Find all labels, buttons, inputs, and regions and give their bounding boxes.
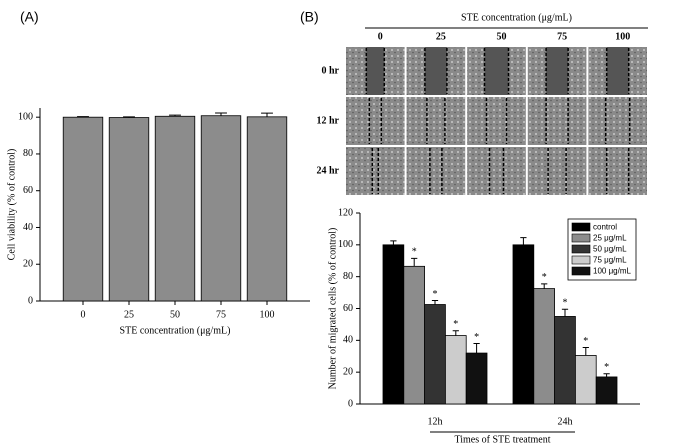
y-tick-label: 120 <box>338 207 353 218</box>
column-label: 0 <box>378 31 383 42</box>
legend-label: 75 μg/mL <box>593 256 627 265</box>
column-label: 50 <box>497 31 507 42</box>
y-tick-label: 100 <box>18 111 33 122</box>
panel-label: (B) <box>300 9 319 25</box>
error-bar <box>123 116 135 118</box>
y-tick-label: 40 <box>23 222 33 233</box>
legend-label: 100 μg/mL <box>593 267 632 276</box>
row-label: 12 hr <box>317 115 340 126</box>
wound-gap <box>484 47 509 95</box>
significance-mark: * <box>453 319 458 330</box>
y-tick-label: 20 <box>343 366 353 377</box>
y-tick-label: 80 <box>343 271 353 282</box>
y-tick-label: 60 <box>343 303 353 314</box>
bar <box>424 304 446 405</box>
y-tick-label: 20 <box>23 259 33 270</box>
legend-swatch <box>571 222 591 232</box>
x-tick-label: 25 <box>124 309 134 320</box>
significance-mark: * <box>474 332 479 343</box>
x-tick-label: 12h <box>428 416 443 427</box>
legend-label: 25 μg/mL <box>593 234 627 243</box>
micrograph <box>467 97 526 145</box>
wound-gap <box>366 47 385 95</box>
bar <box>246 116 288 302</box>
error-bar <box>390 240 397 245</box>
legend-swatch <box>571 244 591 254</box>
y-tick-label: 80 <box>23 148 33 159</box>
y-tick-label: 0 <box>28 295 33 306</box>
bar <box>512 244 535 405</box>
micrograph <box>527 97 587 145</box>
legend-swatch <box>571 266 591 276</box>
legend-swatch <box>571 255 591 265</box>
error-bar <box>215 112 227 116</box>
y-tick-label: 40 <box>343 335 353 346</box>
error-bar <box>520 237 527 245</box>
error-bar <box>261 112 273 117</box>
bar <box>108 117 150 302</box>
column-label: 75 <box>557 31 567 42</box>
y-tick-label: 60 <box>23 185 33 196</box>
error-bar <box>411 257 418 267</box>
wound-gap <box>424 47 447 95</box>
significance-mark: * <box>583 336 588 347</box>
x-tick-label: 75 <box>216 309 226 320</box>
error-bar <box>561 308 569 317</box>
micrograph <box>588 147 647 195</box>
grid-title: STE concentration (μg/mL) <box>461 12 572 23</box>
error-bar <box>431 300 439 305</box>
significance-mark: * <box>433 289 438 300</box>
row-label: 0 hr <box>322 65 340 76</box>
significance-mark: * <box>604 362 609 373</box>
legend-swatch <box>571 233 591 243</box>
bar <box>200 115 242 302</box>
row-label: 24 hr <box>317 165 340 176</box>
error-bar <box>473 343 480 354</box>
bar <box>465 352 488 405</box>
significance-mark: * <box>542 272 547 283</box>
x-axis-label: Times of STE treatment <box>454 434 550 445</box>
bar <box>533 288 555 405</box>
bar <box>62 116 104 302</box>
x-axis-label: STE concentration (μg/mL) <box>120 325 231 336</box>
bar <box>575 355 597 405</box>
bar <box>554 316 576 405</box>
micrograph <box>406 97 466 145</box>
bar <box>595 376 618 405</box>
panel-label: (A) <box>20 9 39 25</box>
bar <box>444 335 467 405</box>
micrograph <box>346 147 405 195</box>
error-bar <box>169 114 181 117</box>
error-bar <box>582 346 589 356</box>
y-tick-label: 0 <box>348 398 353 409</box>
legend-label: 50 μg/mL <box>593 245 627 254</box>
bar <box>382 244 405 405</box>
micrograph <box>588 97 647 145</box>
legend-label: control <box>593 223 617 232</box>
wound-gap <box>606 47 629 95</box>
micrograph <box>346 97 405 145</box>
column-label: 100 <box>615 31 630 42</box>
x-tick-label: 100 <box>260 309 275 320</box>
significance-mark: * <box>412 247 417 258</box>
x-tick-label: 0 <box>81 309 86 320</box>
y-axis-label: Cell viability (% of control) <box>6 149 17 261</box>
error-bar <box>77 116 89 118</box>
bar <box>154 115 196 302</box>
x-tick-label: 50 <box>170 309 180 320</box>
wound-gap <box>546 47 569 95</box>
y-axis-label: Number of migrated cells (% of control) <box>327 228 338 390</box>
bar <box>403 265 425 405</box>
error-bar <box>452 330 459 336</box>
x-tick-label: 24h <box>558 416 573 427</box>
column-label: 25 <box>436 31 446 42</box>
error-bar <box>603 373 610 377</box>
micrograph <box>527 147 587 195</box>
y-tick-label: 100 <box>338 239 353 250</box>
error-bar <box>541 283 548 289</box>
micrograph <box>467 147 526 195</box>
micrograph <box>406 147 466 195</box>
significance-mark: * <box>563 298 568 309</box>
